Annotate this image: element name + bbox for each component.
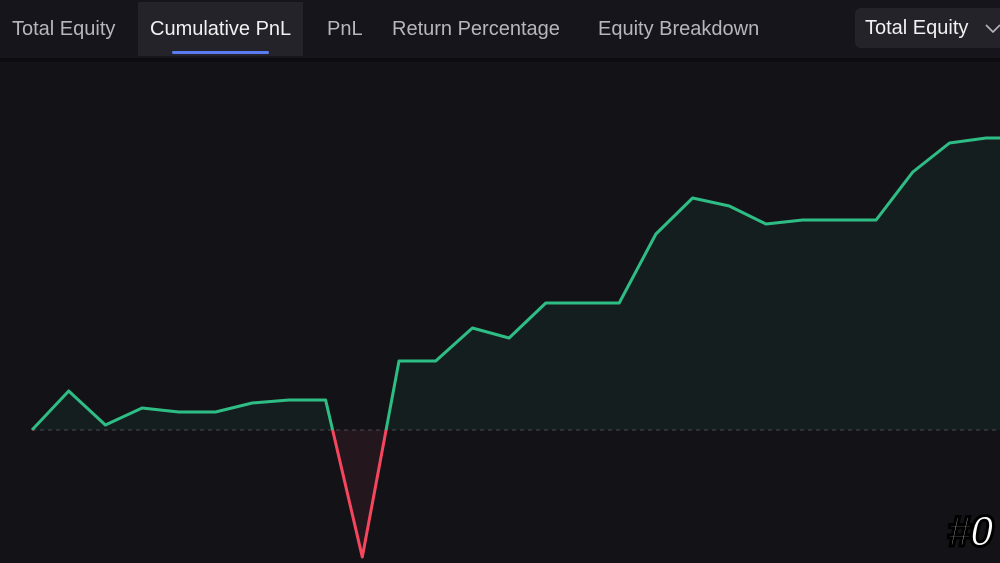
dropdown[interactable]: Total Equity	[855, 8, 1000, 48]
watermark: #0	[946, 506, 996, 558]
tab[interactable]: Cumulative PnL	[138, 2, 304, 56]
tab[interactable]: Return Percentage	[392, 18, 560, 40]
dropdown-label: Total Equity	[865, 17, 969, 39]
tab[interactable]: PnL	[327, 18, 363, 40]
tab-bar: Total Equity Cumulative PnL PnL Return Perc…	[0, 0, 1000, 62]
area	[32, 138, 1000, 557]
tab[interactable]: Equity Breakdown	[598, 18, 760, 40]
line	[30, 136, 1000, 559]
chevron	[985, 24, 1000, 34]
tab[interactable]: Total Equity	[12, 18, 116, 40]
